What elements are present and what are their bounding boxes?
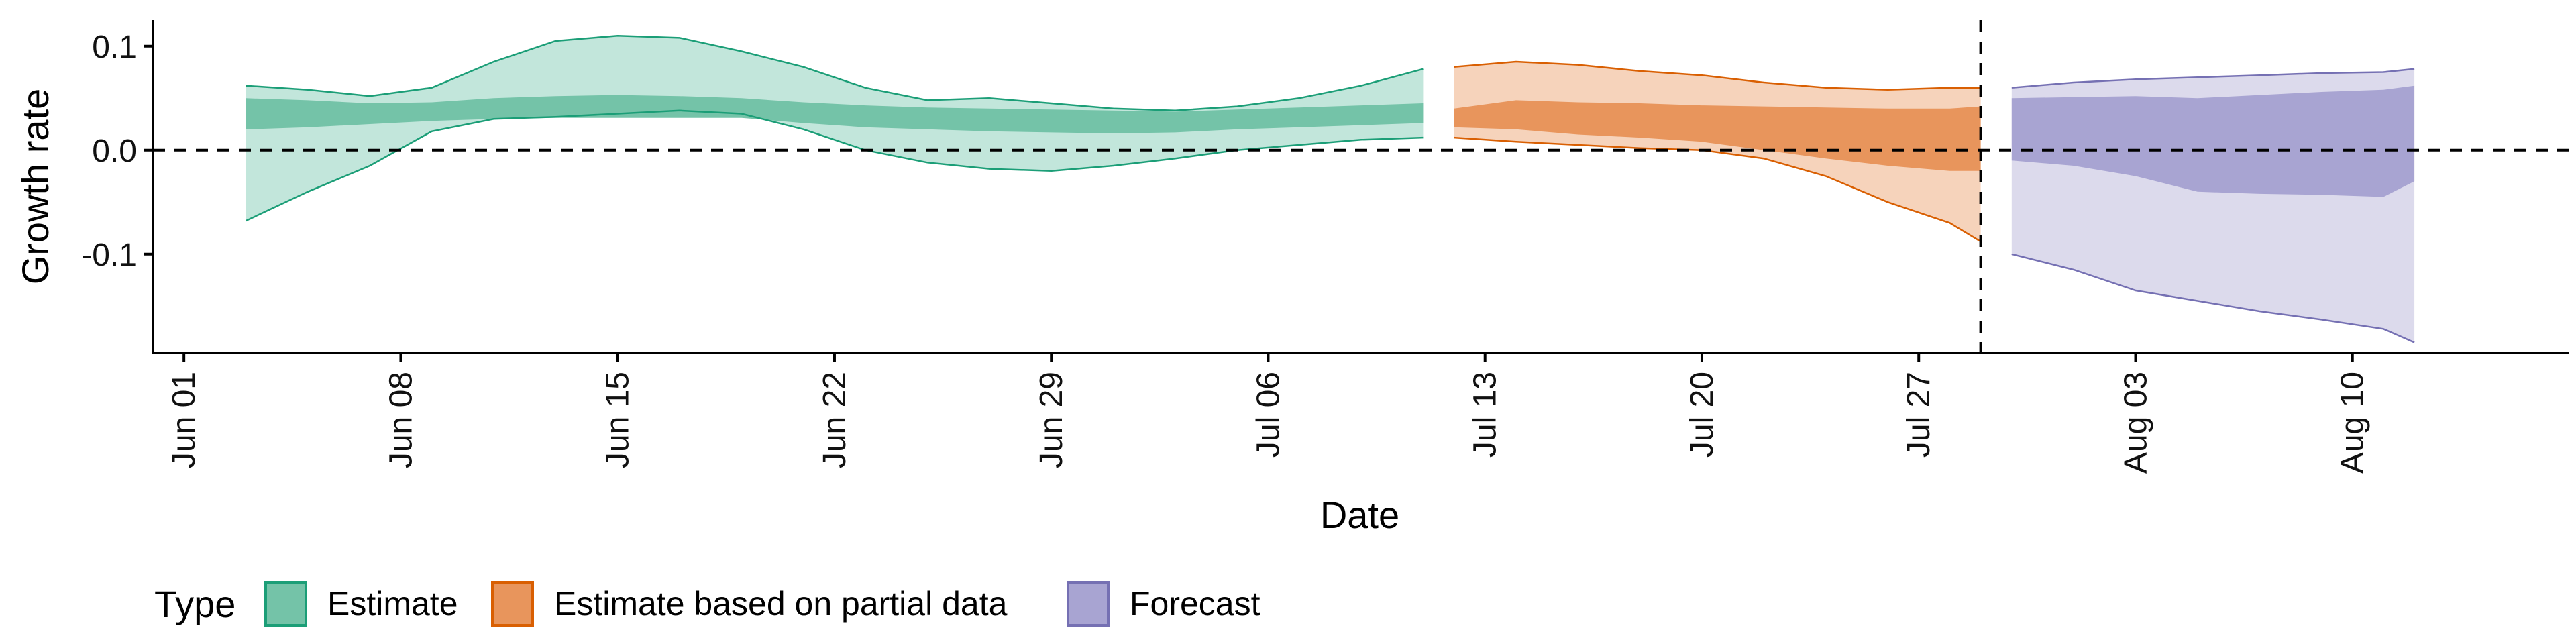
series-2: [2011, 68, 2415, 343]
series-0-upper-edge: [246, 35, 1424, 112]
y-tick-label: 0.1: [92, 30, 137, 65]
y-axis-title: Growth rate: [14, 89, 56, 285]
series-bands: [245, 35, 2415, 343]
x-tick-label: Jun 22: [817, 372, 853, 468]
series-2-upper-edge: [2011, 68, 2415, 89]
series-2-inner-band: [2011, 85, 2415, 197]
legend-key-2: [1067, 581, 1110, 627]
x-axis-ticks: Jun 01 Jun 08 Jun 15 Jun 22 Jun 29 Jul 06 Jul …: [166, 353, 2371, 474]
series-2-lower-edge: [2011, 253, 2415, 343]
series-1-upper-edge: [1454, 60, 1981, 91]
legend: Type Estimate Estimate based on partial d…: [154, 581, 1260, 627]
legend-label-1: Estimate based on partial data: [554, 585, 1008, 623]
x-tick-label: Jul 20: [1684, 372, 1720, 458]
y-tick-label: 0.0: [92, 133, 137, 169]
series-0-inner-band: [246, 95, 1424, 133]
legend-label-2: Forecast: [1130, 585, 1260, 623]
x-tick-label: Jun 01: [166, 372, 202, 468]
x-tick-label: Jun 29: [1034, 372, 1069, 468]
x-tick-label: Jun 15: [600, 372, 636, 468]
series-0: [245, 35, 1424, 222]
x-tick-label: Jul 13: [1468, 372, 1503, 458]
x-tick-label: Jun 08: [383, 372, 419, 468]
series-0-lower-edge: [245, 109, 1424, 222]
legend-title: Type: [154, 583, 235, 625]
x-tick-label: Jul 06: [1250, 372, 1286, 458]
legend-label-0: Estimate: [327, 585, 458, 623]
x-tick-label: Aug 03: [2118, 372, 2153, 474]
y-tick-label: -0.1: [81, 237, 137, 273]
x-tick-label: Aug 10: [2335, 372, 2371, 474]
series-1: [1454, 60, 1982, 243]
legend-key-1: [491, 581, 534, 627]
x-axis-title: Date: [1320, 494, 1399, 536]
series-1-lower-edge: [1454, 136, 1982, 243]
series-1-inner-band: [1454, 100, 1981, 171]
y-axis-ticks: 0.1 0.0 -0.1: [81, 30, 153, 273]
x-tick-label: Jul 27: [1901, 372, 1937, 458]
legend-key-0: [264, 581, 307, 627]
series-0-outer-band: [246, 36, 1424, 221]
